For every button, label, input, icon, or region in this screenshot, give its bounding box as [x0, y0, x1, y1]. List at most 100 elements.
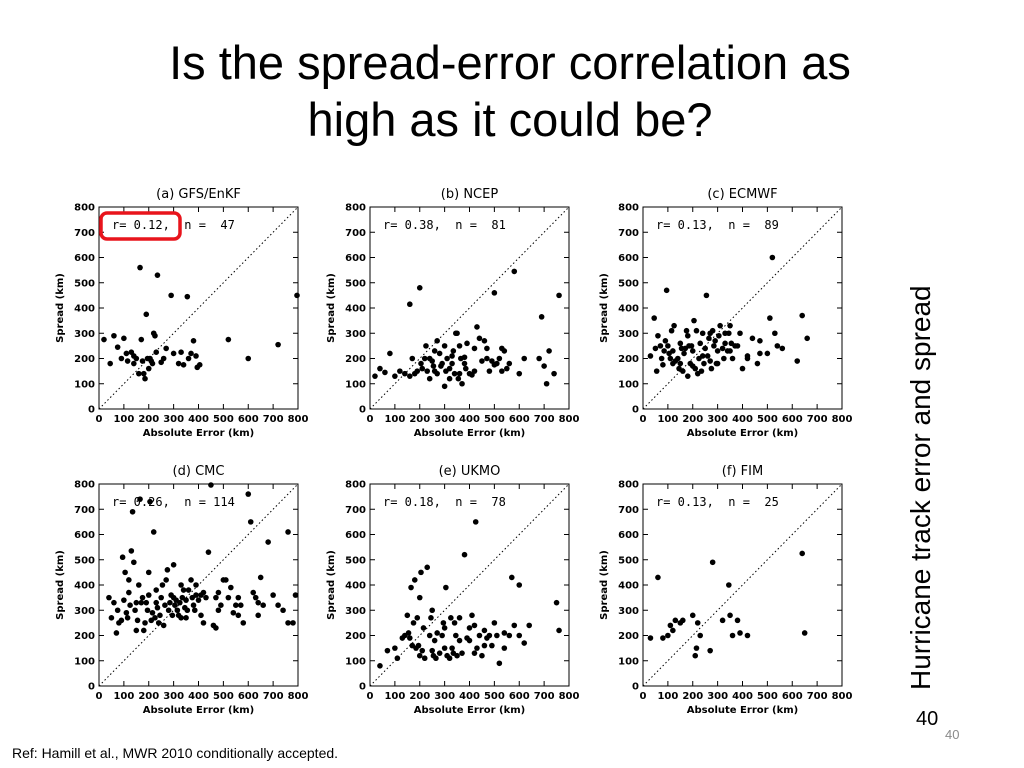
- data-point: [237, 602, 244, 608]
- data-point: [420, 625, 427, 631]
- data-point: [446, 365, 453, 372]
- data-point: [739, 365, 746, 372]
- data-point: [139, 594, 146, 601]
- data-point: [489, 642, 495, 649]
- data-point: [415, 642, 422, 649]
- data-point: [668, 327, 675, 334]
- data-point: [190, 338, 197, 344]
- data-point: [804, 335, 810, 342]
- data-point: [441, 625, 448, 631]
- data-point: [722, 340, 728, 347]
- data-point: [430, 363, 437, 369]
- data-point: [647, 353, 654, 359]
- data-point: [774, 343, 781, 349]
- data-point: [506, 360, 513, 367]
- y-tick-label: 600: [345, 530, 366, 541]
- x-axis-label: Absolute Error (km): [687, 705, 799, 716]
- data-point: [240, 620, 247, 626]
- correlation-label: r= 0.18, n = 78: [383, 495, 506, 509]
- data-point: [655, 332, 661, 339]
- data-point: [476, 335, 483, 342]
- data-point: [426, 632, 433, 639]
- data-point: [285, 529, 291, 535]
- data-point: [434, 370, 440, 377]
- data-point: [453, 330, 459, 337]
- data-point: [138, 599, 145, 606]
- y-tick-label: 800: [618, 480, 639, 491]
- y-tick-label: 0: [359, 405, 366, 416]
- data-point: [553, 599, 560, 606]
- data-point: [491, 620, 498, 626]
- data-point: [252, 594, 259, 601]
- data-point: [407, 373, 413, 379]
- data-point: [707, 358, 713, 364]
- data-point: [711, 343, 717, 349]
- data-point: [434, 338, 440, 344]
- data-point: [233, 602, 239, 608]
- data-point: [200, 589, 207, 596]
- diagonal-reference-line: [642, 483, 843, 687]
- x-tick-label: 100: [384, 414, 405, 425]
- data-point: [456, 615, 463, 621]
- data-point: [448, 615, 454, 621]
- data-point: [416, 594, 423, 601]
- data-point: [188, 350, 194, 357]
- x-tick-label: 700: [534, 691, 555, 702]
- x-tick-label: 0: [367, 414, 374, 425]
- data-point: [134, 617, 141, 624]
- data-point: [424, 564, 431, 571]
- data-point: [407, 301, 413, 308]
- data-point: [450, 348, 457, 354]
- data-point: [556, 292, 562, 299]
- y-axis-label: Spread (km): [326, 273, 337, 343]
- y-tick-label: 800: [74, 480, 95, 491]
- data-point: [392, 645, 398, 651]
- x-tick-label: 800: [832, 691, 853, 702]
- x-tick-label: 500: [213, 414, 234, 425]
- data-point: [434, 630, 440, 636]
- slide-title-line-1: Is the spread-error correlation as: [169, 36, 851, 89]
- data-point: [131, 360, 137, 367]
- data-point: [521, 640, 528, 646]
- data-point: [466, 625, 473, 631]
- data-point: [667, 622, 674, 629]
- x-tick-label: 400: [188, 691, 209, 702]
- x-tick-label: 300: [707, 414, 728, 425]
- data-point: [200, 620, 207, 626]
- data-point: [107, 360, 113, 367]
- data-point: [172, 602, 178, 608]
- side-label: Hurricane track error and spread: [905, 285, 936, 690]
- data-point: [441, 343, 448, 349]
- x-axis-label: Absolute Error (km): [687, 428, 799, 439]
- data-point: [280, 607, 286, 614]
- data-point: [377, 365, 383, 372]
- data-point: [688, 343, 695, 349]
- x-axis-label: Absolute Error (km): [414, 705, 526, 716]
- data-point: [255, 599, 261, 606]
- data-point: [691, 317, 697, 324]
- y-tick-label: 0: [632, 405, 639, 416]
- data-point: [693, 327, 700, 334]
- data-point: [709, 327, 716, 334]
- x-tick-label: 800: [559, 691, 580, 702]
- data-point: [419, 365, 426, 372]
- data-point: [178, 349, 184, 355]
- data-point: [140, 627, 147, 634]
- x-tick-label: 600: [509, 691, 530, 702]
- data-point: [230, 609, 237, 616]
- x-tick-label: 400: [732, 691, 753, 702]
- data-point: [290, 620, 296, 626]
- x-tick-label: 0: [640, 691, 647, 702]
- x-tick-label: 0: [96, 414, 103, 425]
- y-tick-label: 300: [345, 329, 366, 340]
- data-point: [536, 355, 542, 362]
- data-point: [123, 350, 130, 357]
- x-tick-label: 100: [384, 691, 405, 702]
- data-point: [444, 355, 450, 362]
- x-tick-label: 100: [657, 691, 678, 702]
- y-tick-label: 700: [74, 228, 95, 239]
- data-point: [652, 345, 659, 352]
- data-point: [285, 620, 291, 626]
- y-axis-label: Spread (km): [599, 550, 610, 620]
